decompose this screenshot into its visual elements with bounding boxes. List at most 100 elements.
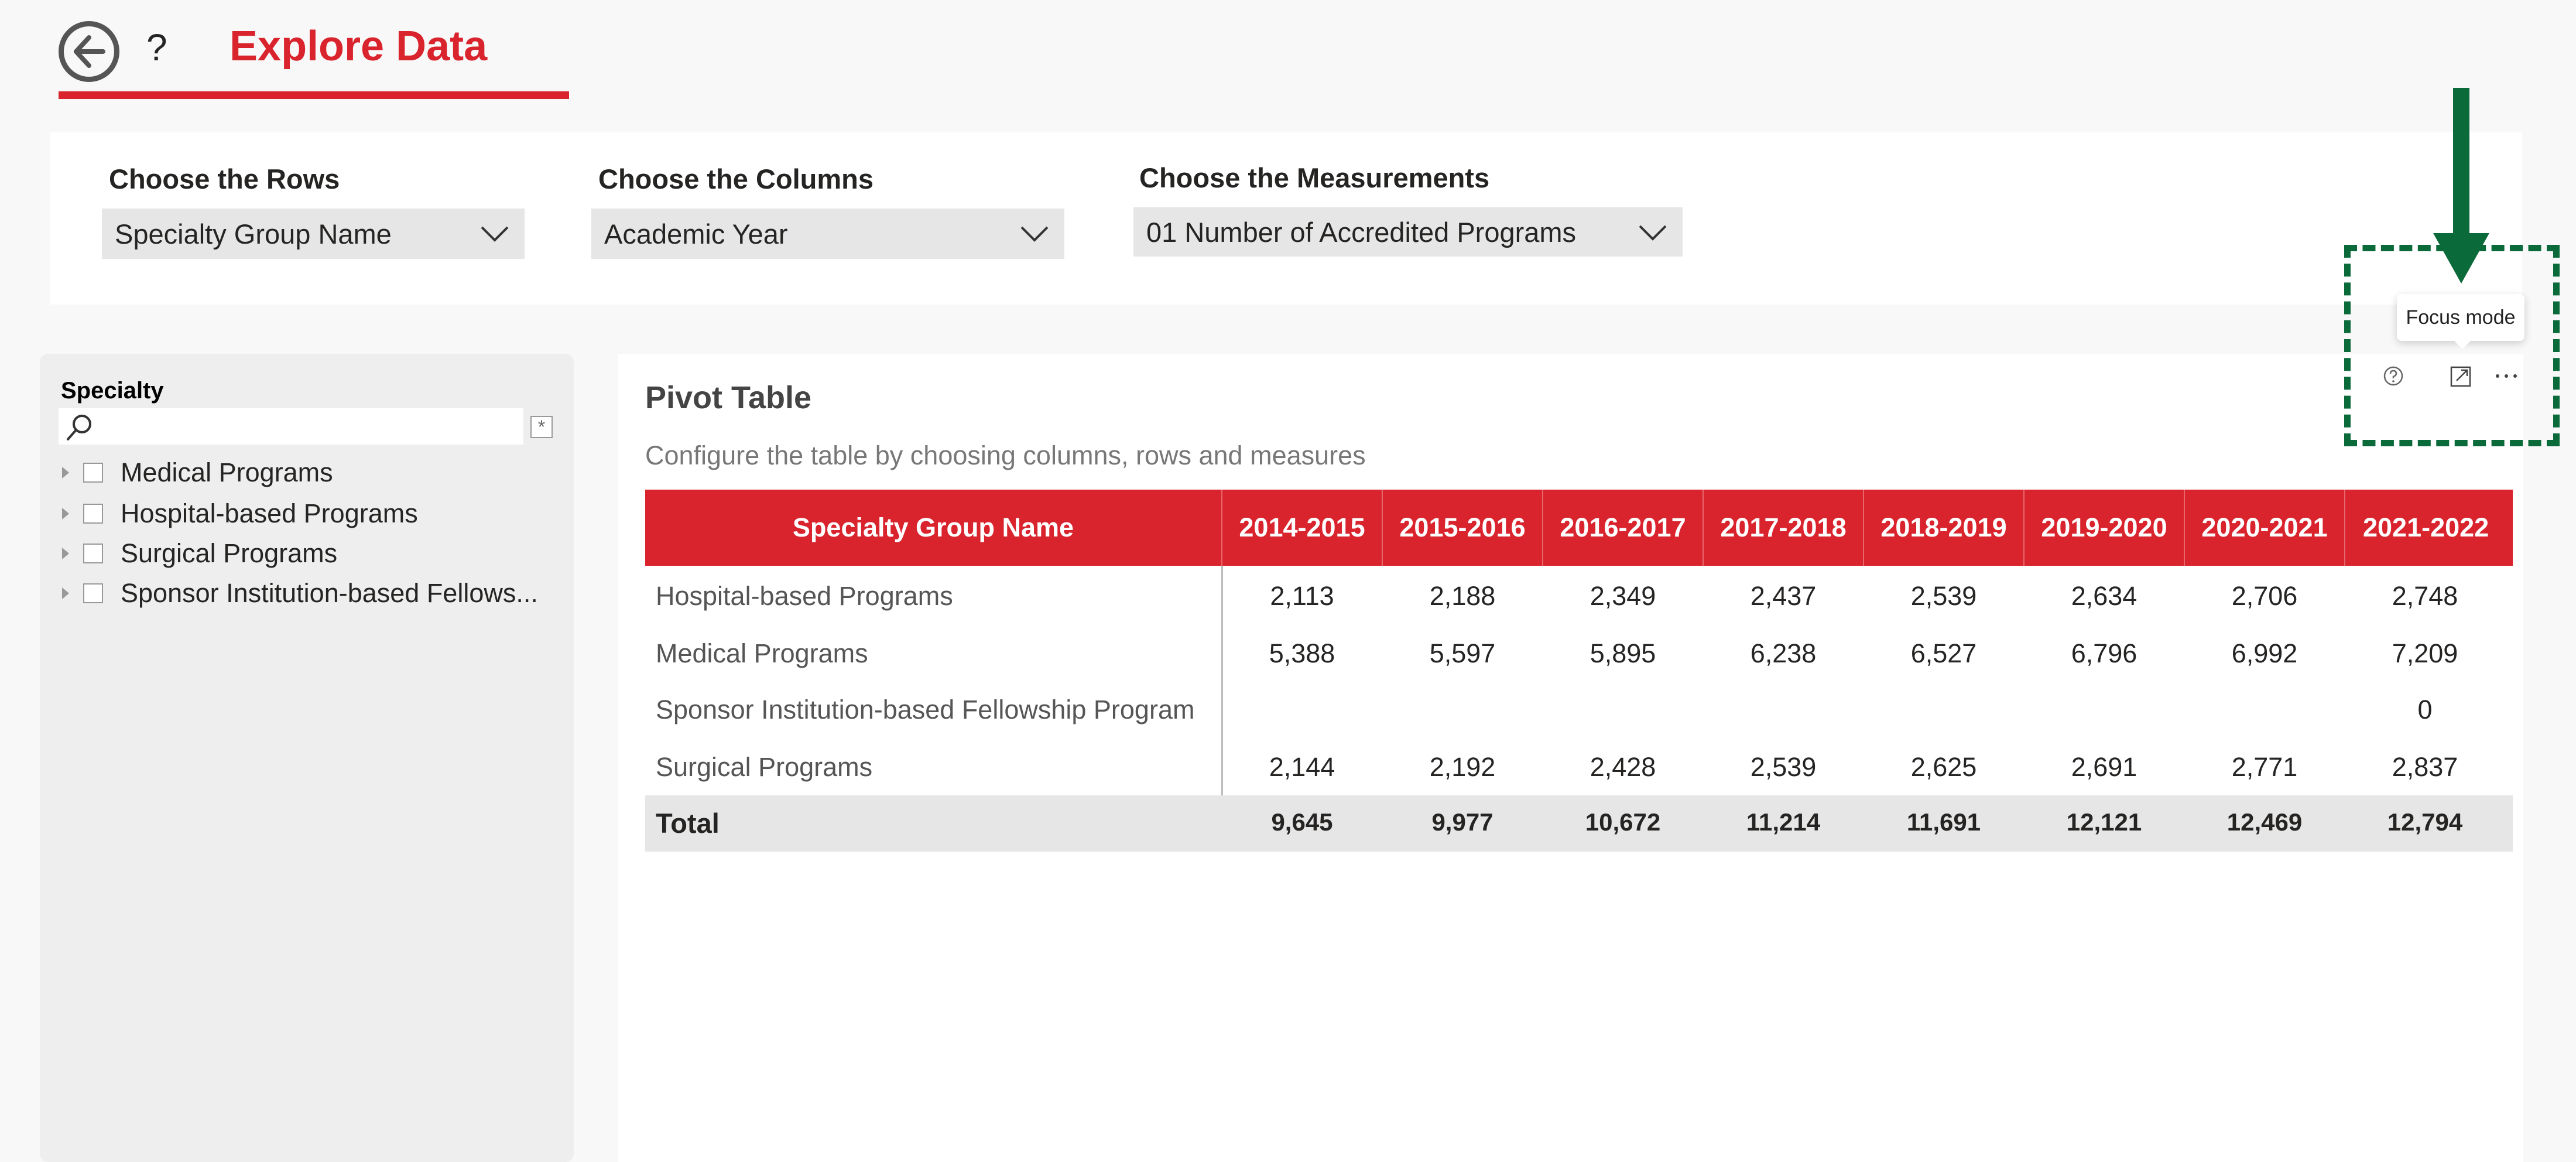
expand-icon[interactable] xyxy=(62,508,69,520)
rows-dropdown-value: Specialty Group Name xyxy=(115,218,392,250)
slicer-item-label: Hospital-based Programs xyxy=(121,498,418,528)
table-cell: 2,634 xyxy=(2071,581,2137,611)
pivot-table-card xyxy=(618,354,2523,1162)
annotation-highlight-box xyxy=(2344,245,2560,446)
slicer-item[interactable]: Surgical Programs xyxy=(59,535,337,572)
total-cell: 12,121 xyxy=(2066,808,2142,836)
clear-selections-icon[interactable]: * xyxy=(530,416,553,438)
table-cell: 2,144 xyxy=(1269,752,1335,782)
table-cell: 2,192 xyxy=(1429,752,1496,782)
chevron-down-icon xyxy=(1020,226,1049,242)
table-cell: 5,388 xyxy=(1269,638,1335,668)
table-cell: 2,748 xyxy=(2392,581,2458,611)
total-cell: 12,469 xyxy=(2226,808,2303,836)
focus-mode-tooltip: Focus mode xyxy=(2397,294,2524,341)
expand-icon[interactable] xyxy=(62,548,69,559)
table-cell: 2,539 xyxy=(1750,752,1817,782)
slicer-panel xyxy=(40,354,574,1162)
column-divider xyxy=(2023,490,2025,566)
slicer-item-label: Medical Programs xyxy=(121,457,333,487)
column-header-cell[interactable]: 2014-2015 xyxy=(1239,512,1365,542)
help-icon[interactable] xyxy=(2382,364,2405,388)
back-arrow-icon xyxy=(74,35,105,68)
table-cell: 6,238 xyxy=(1750,638,1817,668)
rows-dropdown[interactable]: Specialty Group Name xyxy=(102,209,525,259)
slicer-item[interactable]: Hospital-based Programs xyxy=(59,495,418,532)
table-cell: 2,428 xyxy=(1590,752,1656,782)
total-cell: 11,214 xyxy=(1746,808,1821,836)
more-options-icon[interactable] xyxy=(2493,364,2520,388)
table-cell: 2,691 xyxy=(2071,752,2137,782)
annotation-arrow-shaft xyxy=(2453,88,2469,240)
pivot-subtitle: Configure the table by choosing columns,… xyxy=(645,440,1366,470)
table-header-row: Specialty Group Name 2014-2015 2015-2016… xyxy=(645,490,2513,566)
row-header-cell[interactable]: Specialty Group Name xyxy=(792,512,1074,542)
expand-icon[interactable] xyxy=(62,587,69,599)
column-header-cell[interactable]: 2018-2019 xyxy=(1880,512,2007,542)
slicer-search-input[interactable] xyxy=(59,408,523,445)
table-cell: 6,796 xyxy=(2071,638,2137,668)
chevron-down-icon xyxy=(481,226,509,242)
pivot-table: Specialty Group Name 2014-2015 2015-2016… xyxy=(645,490,2513,852)
pivot-title: Pivot Table xyxy=(645,380,812,415)
columns-dropdown-value: Academic Year xyxy=(604,218,788,250)
column-divider xyxy=(1863,490,1864,566)
row-label: Surgical Programs xyxy=(656,752,873,782)
row-header-divider xyxy=(1221,566,1223,852)
table-cell: 2,113 xyxy=(1270,581,1334,611)
column-header-cell[interactable]: 2020-2021 xyxy=(2201,512,2328,542)
total-cell: 10,672 xyxy=(1585,808,1661,836)
checkbox[interactable] xyxy=(83,583,103,603)
slicer-item[interactable]: Medical Programs xyxy=(59,454,333,491)
column-header-cell[interactable]: 2019-2020 xyxy=(2041,512,2167,542)
table-cell: 6,527 xyxy=(1910,638,1977,668)
table-cell: 2,771 xyxy=(2231,752,2298,782)
columns-filter-label: Choose the Columns xyxy=(598,163,874,194)
title-underline xyxy=(59,91,569,99)
expand-icon[interactable] xyxy=(62,467,69,479)
back-button[interactable] xyxy=(59,21,119,82)
slicer-item-label: Surgical Programs xyxy=(121,538,338,568)
checkbox[interactable] xyxy=(83,544,103,563)
table-cell: 2,349 xyxy=(1590,581,1656,611)
table-cell: 2,837 xyxy=(2392,752,2458,782)
column-header-cell[interactable]: 2015-2016 xyxy=(1399,512,1526,542)
rows-filter-label: Choose the Rows xyxy=(109,163,340,194)
measurements-dropdown-value: 01 Number of Accredited Programs xyxy=(1146,216,1577,248)
checkbox[interactable] xyxy=(83,463,103,483)
chevron-down-icon xyxy=(1639,225,1667,241)
page-title: Explore Data xyxy=(229,23,488,70)
row-label: Sponsor Institution-based Fellowship Pro… xyxy=(656,695,1195,724)
focus-mode-icon[interactable] xyxy=(2448,364,2473,389)
table-cell: 2,437 xyxy=(1750,581,1817,611)
tooltip-tail xyxy=(2452,339,2473,349)
table-cell: 2,706 xyxy=(2231,581,2298,611)
table-cell: 2,539 xyxy=(1910,581,1977,611)
column-divider xyxy=(1221,490,1222,566)
table-cell: 6,992 xyxy=(2231,638,2298,668)
table-cell: 2,625 xyxy=(1910,752,1977,782)
annotation-arrow-head xyxy=(2433,233,2489,283)
column-header-cell[interactable]: 2021-2022 xyxy=(2363,512,2489,542)
table-cell: 2,188 xyxy=(1429,581,1496,611)
measurements-dropdown[interactable]: 01 Number of Accredited Programs xyxy=(1133,207,1683,257)
slicer-title: Specialty xyxy=(61,378,164,404)
checkbox[interactable] xyxy=(83,504,103,524)
table-cell: 5,895 xyxy=(1590,638,1656,668)
total-label: Total xyxy=(656,808,720,839)
column-divider xyxy=(1382,490,1383,566)
table-cell: 0 xyxy=(2417,695,2433,724)
columns-dropdown[interactable]: Academic Year xyxy=(591,209,1064,259)
column-header-cell[interactable]: 2017-2018 xyxy=(1720,512,1847,542)
table-cell: 5,597 xyxy=(1429,638,1496,668)
column-header-cell[interactable]: 2016-2017 xyxy=(1560,512,1686,542)
total-cell: 12,794 xyxy=(2387,808,2463,836)
total-cell: 11,691 xyxy=(1906,808,1981,836)
slicer-item[interactable]: Sponsor Institution-based Fellows... xyxy=(59,575,538,611)
total-cell: 9,645 xyxy=(1271,808,1333,836)
table-cell: 7,209 xyxy=(2392,638,2458,668)
column-divider xyxy=(1703,490,1704,566)
slicer-item-label: Sponsor Institution-based Fellows... xyxy=(121,578,538,608)
row-label: Hospital-based Programs xyxy=(656,581,953,611)
help-button[interactable]: ? xyxy=(146,26,167,69)
